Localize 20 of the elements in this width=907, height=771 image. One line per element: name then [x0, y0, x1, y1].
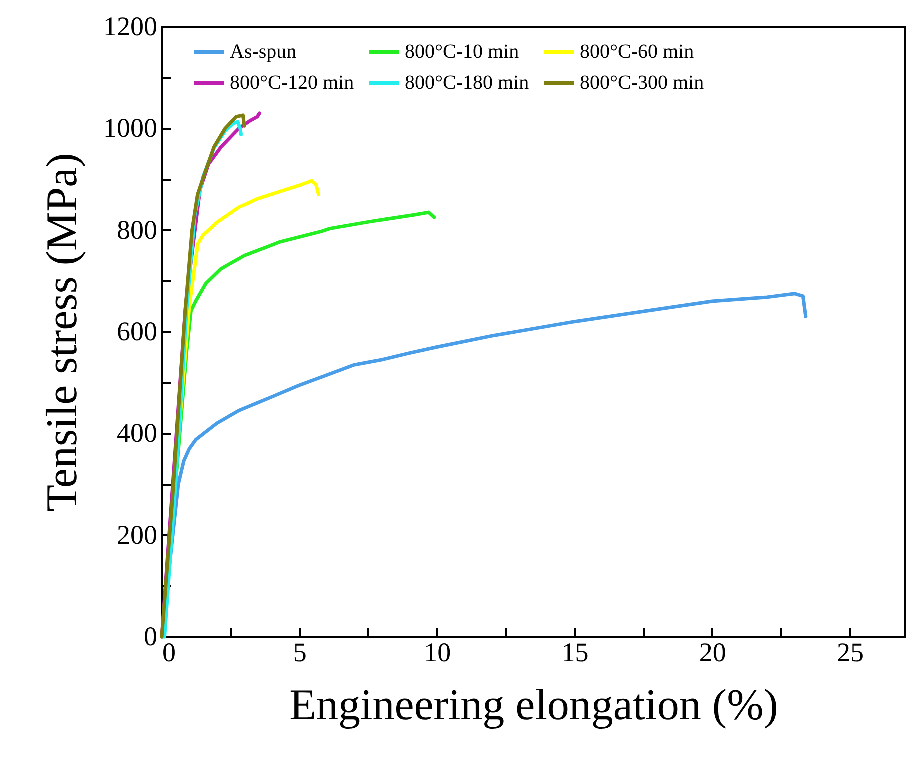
x-tick-label: 10	[424, 638, 452, 668]
legend-label: 800°C-300 min	[580, 72, 704, 94]
y-axis-title: Tensile stress (MPa)	[38, 153, 86, 512]
legend-label: As-spun	[230, 41, 297, 63]
x-tick-label: 25	[836, 638, 864, 668]
legend-label: 800°C-10 min	[405, 41, 520, 63]
y-tick-label: 800	[117, 214, 158, 245]
y-tick-label: 600	[117, 316, 158, 346]
x-tick-label: 20	[699, 638, 726, 668]
legend-label: 800°C-120 min	[230, 72, 354, 94]
y-tick-label: 200	[117, 520, 158, 550]
x-tick-label: 5	[293, 638, 307, 668]
legend-label: 800°C-60 min	[580, 41, 694, 63]
x-tick-label: 0	[162, 638, 176, 668]
x-axis-title: Engineering elongation (%)	[290, 680, 778, 730]
y-tick-label: 1000	[104, 113, 158, 144]
y-tick-label: 400	[117, 418, 158, 448]
x-tick-label: 15	[562, 638, 589, 668]
y-tick-label: 1200	[104, 12, 158, 42]
legend-label: 800°C-180 min	[405, 72, 530, 94]
